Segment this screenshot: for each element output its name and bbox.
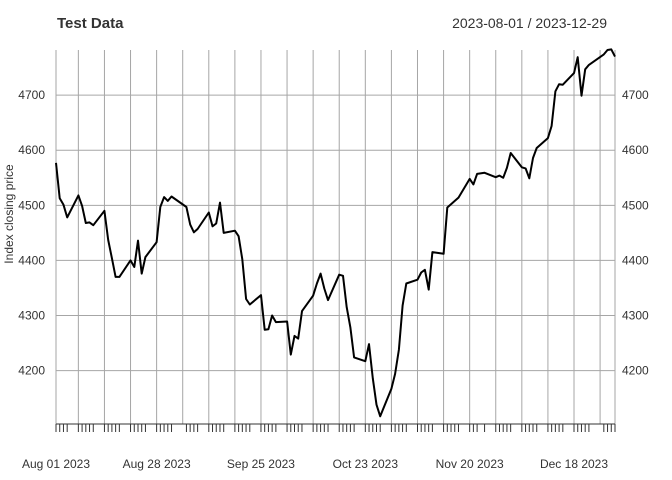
chart-title: Test Data — [57, 15, 124, 32]
y-tick-label-left: 4300 — [18, 308, 45, 322]
x-tick-label: Oct 23 2023 — [333, 457, 399, 471]
y-tick-label-left: 4700 — [18, 88, 45, 102]
y-tick-label-left: 4200 — [18, 364, 45, 378]
series-line — [55, 48, 616, 418]
series-layer — [55, 48, 616, 418]
grid-layer — [55, 50, 616, 424]
y-tick-label-right: 4400 — [622, 253, 649, 267]
x-tick-label: Aug 28 2023 — [123, 457, 191, 471]
y-tick-label-left: 4500 — [18, 198, 45, 212]
x-tick-label: Nov 20 2023 — [436, 457, 504, 471]
y-tick-label-right: 4300 — [622, 308, 649, 322]
y-tick-label-right: 4600 — [622, 143, 649, 157]
y-tick-label-right: 4500 — [622, 198, 649, 212]
axis-layer: 4200 4200 4300 4300 4400 4400 4500 4500 4600 4600… — [18, 88, 649, 471]
x-tick-label: Aug 01 2023 — [22, 457, 90, 471]
y-tick-label-right: 4200 — [622, 364, 649, 378]
y-tick-label-left: 4400 — [18, 253, 45, 267]
x-tick-label: Sep 25 2023 — [227, 457, 295, 471]
date-range-label: 2023-08-01 / 2023-12-29 — [452, 15, 607, 31]
y-tick-label-left: 4600 — [18, 143, 45, 157]
y-tick-label-right: 4700 — [622, 88, 649, 102]
x-tick-label: Dec 18 2023 — [540, 457, 608, 471]
y-axis-label: Index closing price — [2, 164, 16, 264]
